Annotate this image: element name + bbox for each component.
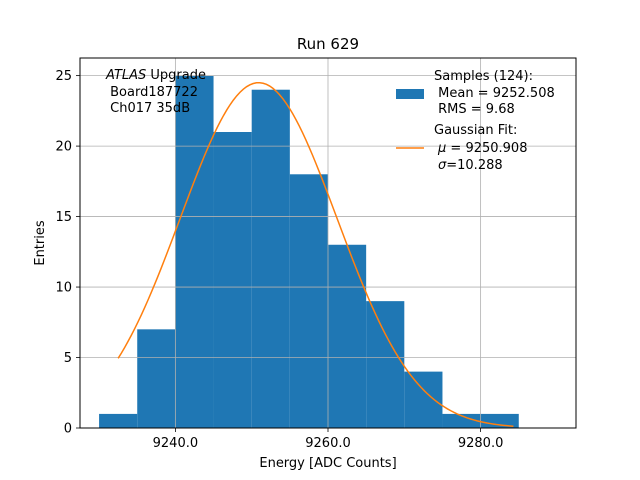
y-tick-label: 0 (64, 422, 72, 437)
y-axis-ticks: 0 5 10 15 20 25 (55, 69, 80, 437)
histogram-bar (175, 75, 214, 428)
histogram-bar (99, 413, 138, 428)
grid-lines (80, 58, 576, 429)
x-axis-ticks: 9240.0 9260.0 9280.0 (153, 428, 504, 451)
atlas-annotation: ATLAS Upgrade Board187722 Ch017 35dB (105, 68, 206, 116)
annotation-line-1: ATLAS Upgrade (105, 68, 206, 83)
histogram-bar (366, 301, 405, 428)
histogram-bar (328, 244, 367, 428)
mu-symbol: μ (437, 141, 446, 156)
annotation-line-2: Board187722 (106, 85, 198, 100)
x-axis-label: Energy [ADC Counts] (259, 456, 396, 471)
mu-value: = 9250.908 (446, 141, 527, 156)
legend-fit-line-1: Gaussian Fit: (434, 123, 517, 138)
y-tick-label: 25 (55, 69, 72, 84)
histogram-bar (442, 413, 481, 428)
legend-samples-line-1: Samples (124): (434, 69, 533, 84)
annotation-atlas: ATLAS (105, 68, 146, 83)
x-tick-label: 9260.0 (305, 436, 351, 451)
annotation-upgrade: Upgrade (146, 68, 206, 83)
annotation-line-3: Ch017 35dB (106, 101, 190, 116)
sigma-value: =10.288 (446, 158, 502, 173)
x-tick-label: 9280.0 (458, 436, 504, 451)
legend-fit-sigma: σ=10.288 (438, 158, 503, 173)
x-tick-label: 9240.0 (153, 436, 199, 451)
chart-title: Run 629 (297, 35, 359, 53)
legend: Samples (124): Mean = 9252.508 RMS = 9.6… (396, 69, 555, 173)
sigma-symbol: σ (438, 158, 447, 173)
histogram-bar (213, 132, 252, 428)
gaussian-fit-curve (117, 81, 514, 427)
histogram-bar (289, 174, 328, 428)
histogram-bar (137, 329, 176, 428)
y-tick-label: 20 (55, 140, 72, 155)
legend-samples-swatch (396, 89, 424, 99)
legend-fit-mu: μ = 9250.908 (437, 141, 527, 156)
y-tick-label: 5 (64, 351, 72, 366)
legend-samples-line-3: RMS = 9.68 (434, 102, 515, 117)
y-tick-label: 15 (55, 210, 72, 225)
y-axis-label: Entries (33, 220, 48, 266)
y-tick-label: 10 (55, 281, 72, 296)
histogram-bar (251, 89, 290, 428)
histogram-bar (480, 413, 519, 428)
legend-samples-line-2: Mean = 9252.508 (434, 86, 555, 101)
histogram-bar (404, 371, 443, 428)
